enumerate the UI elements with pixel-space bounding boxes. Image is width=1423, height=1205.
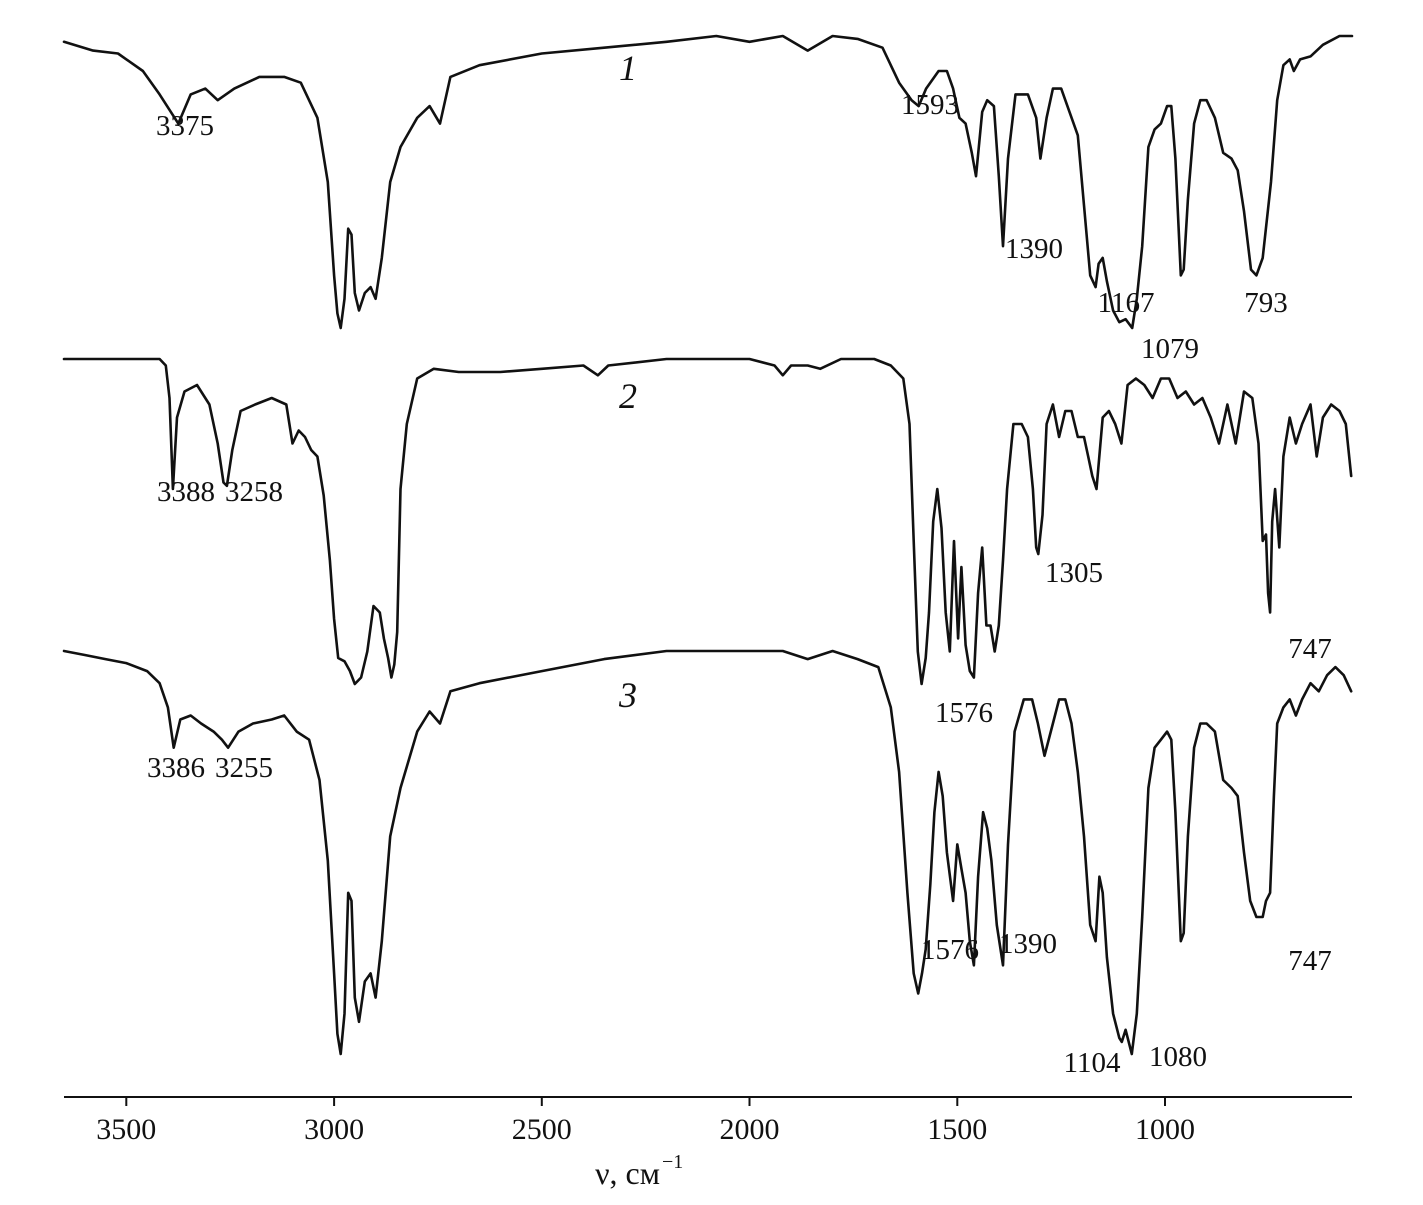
- x-axis-title: ν, см: [595, 1155, 660, 1191]
- peak-label-3-3386: 3386: [147, 752, 205, 784]
- x-tick-label-1500: 1500: [927, 1113, 987, 1146]
- peak-label-3-3255: 3255: [215, 752, 273, 784]
- curve-label-1: 1: [619, 48, 637, 88]
- spectrum-line-3: [62, 649, 1353, 1056]
- spectrum-line-2: [62, 357, 1353, 686]
- x-axis-ticks: 3500 3000 2500 2000 1500 1000: [96, 1097, 1195, 1146]
- peak-label-2-747: 747: [1288, 633, 1332, 665]
- peak-label-3-1390: 1390: [999, 928, 1057, 960]
- peak-label-layer: 3375 1593 1390 1167 1079 793 3388 3258 1305 1576 7…: [147, 89, 1332, 1079]
- peak-label-2-1305: 1305: [1045, 557, 1103, 589]
- x-axis: 3500 3000 2500 2000 1500 1000 ν, см −1: [64, 1096, 1352, 1191]
- spectra-layer: [62, 34, 1354, 1056]
- x-tick-label-3000: 3000: [304, 1113, 364, 1146]
- x-tick-label-2500: 2500: [512, 1113, 572, 1146]
- x-tick-label-2000: 2000: [720, 1113, 780, 1146]
- x-axis-title-superscript: −1: [662, 1151, 683, 1173]
- peak-label-3-1080: 1080: [1149, 1041, 1207, 1073]
- peak-label-1-1079: 1079: [1141, 333, 1199, 365]
- peak-label-1-3375: 3375: [156, 110, 214, 142]
- peak-label-2-1576: 1576: [935, 697, 993, 729]
- peak-label-3-747: 747: [1288, 945, 1332, 977]
- peak-label-2-3258: 3258: [225, 476, 283, 508]
- peak-label-1-1167: 1167: [1098, 287, 1155, 319]
- curve-label-layer: 1 2 3: [618, 48, 637, 715]
- peak-label-1-793: 793: [1244, 287, 1288, 319]
- curve-label-2: 2: [619, 376, 637, 416]
- curve-label-3: 3: [618, 675, 637, 715]
- peak-label-3-1576: 1576: [921, 934, 979, 966]
- x-tick-label-1000: 1000: [1135, 1113, 1195, 1146]
- spectrum-line-1: [62, 34, 1354, 330]
- peak-label-1-1593: 1593: [901, 89, 959, 121]
- peak-label-2-3388: 3388: [157, 476, 215, 508]
- peak-label-1-1390: 1390: [1005, 233, 1063, 265]
- peak-label-3-1104: 1104: [1064, 1047, 1121, 1079]
- x-tick-label-3500: 3500: [96, 1113, 156, 1146]
